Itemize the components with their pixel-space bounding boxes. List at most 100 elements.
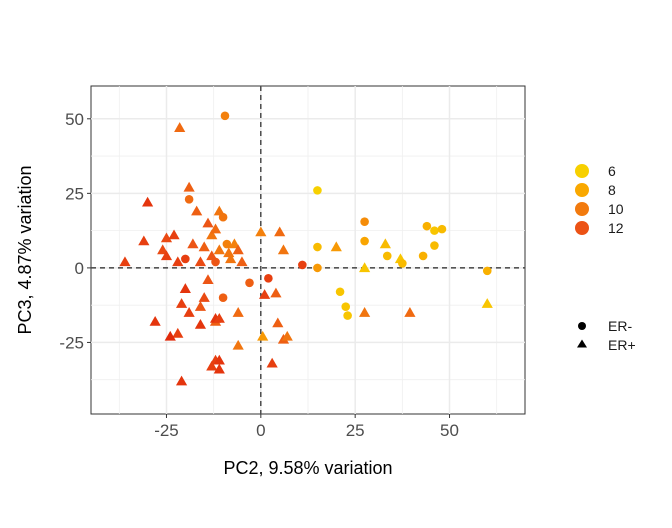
point-er-neg <box>360 236 369 246</box>
point-er-pos <box>142 196 154 207</box>
legend-color-label-10: 10 <box>608 201 624 217</box>
point-er-neg <box>382 251 392 261</box>
point-er-pos <box>257 330 269 341</box>
point-er-pos <box>138 235 150 246</box>
point-er-pos <box>160 232 173 243</box>
point-er-pos <box>198 292 210 302</box>
point-er-neg <box>220 111 230 121</box>
point-er-pos <box>119 256 131 267</box>
point-er-pos <box>168 229 180 240</box>
x-tick-label: -25 <box>154 421 179 440</box>
point-er-neg <box>437 224 447 234</box>
y-tick-label: 50 <box>65 110 84 129</box>
point-er-pos <box>225 253 237 264</box>
y-tick-label: 25 <box>65 184 84 203</box>
point-er-neg <box>218 293 228 303</box>
point-er-pos <box>270 287 282 298</box>
x-tick-label: 0 <box>256 421 265 440</box>
point-er-pos <box>149 315 161 326</box>
point-er-pos <box>179 283 191 293</box>
data-points <box>119 111 493 386</box>
point-er-neg <box>313 186 322 195</box>
legend-color-label-6: 6 <box>608 163 616 179</box>
point-er-pos <box>194 318 207 329</box>
point-er-neg <box>430 241 439 250</box>
point-er-neg <box>430 226 439 235</box>
point-er-pos <box>259 289 271 299</box>
point-er-neg <box>418 251 428 261</box>
point-er-pos <box>274 226 286 237</box>
point-er-pos <box>213 312 225 323</box>
legend-color-swatch-8 <box>575 183 589 197</box>
legend-circle-icon <box>578 322 586 330</box>
point-er-pos <box>191 205 203 216</box>
point-er-pos <box>172 256 184 267</box>
point-er-neg <box>341 302 351 311</box>
y-axis-ticks: -25 0 25 50 <box>59 110 91 352</box>
y-tick-label: -25 <box>59 333 84 352</box>
point-er-neg <box>313 242 322 252</box>
legend-color-swatch-6 <box>575 164 589 178</box>
point-er-pos <box>228 238 241 249</box>
legend-shape-label-er-neg: ER- <box>608 318 632 334</box>
legend-color-label-12: 12 <box>608 220 624 236</box>
reference-lines <box>91 86 525 414</box>
legend-color-label-8: 8 <box>608 182 616 198</box>
point-er-pos <box>223 247 235 258</box>
point-er-pos <box>194 301 207 311</box>
point-er-neg <box>422 221 432 231</box>
point-er-pos <box>255 226 267 237</box>
x-tick-label: 25 <box>346 421 365 440</box>
point-er-pos <box>272 317 284 328</box>
point-er-neg <box>398 259 407 268</box>
point-er-pos <box>183 181 195 192</box>
point-er-pos <box>281 330 293 341</box>
point-er-pos <box>359 307 371 317</box>
point-er-pos <box>174 122 186 132</box>
legend-color-swatch-12 <box>575 221 589 235</box>
x-axis-ticks: -25 0 25 50 <box>154 414 459 440</box>
point-er-pos <box>232 307 244 317</box>
point-er-neg <box>181 254 190 264</box>
point-er-pos <box>206 250 218 261</box>
point-er-pos <box>206 360 218 371</box>
point-er-pos <box>213 354 225 365</box>
point-er-pos <box>481 298 493 308</box>
point-er-pos <box>175 298 188 308</box>
point-er-pos <box>232 339 244 350</box>
point-er-pos <box>187 238 199 249</box>
point-er-neg <box>218 212 228 222</box>
point-er-pos <box>164 330 176 341</box>
point-er-pos <box>202 217 214 228</box>
point-er-pos <box>213 363 225 374</box>
point-er-pos <box>277 244 290 255</box>
point-er-pos <box>232 244 244 255</box>
point-er-neg <box>184 195 194 204</box>
point-er-neg <box>335 287 345 297</box>
y-axis-title: PC3, 4.87% variation <box>15 165 35 334</box>
legend-shape-label-er-pos: ER+ <box>608 337 636 353</box>
point-er-pos <box>194 256 207 267</box>
point-er-neg <box>264 274 273 283</box>
x-tick-label: 50 <box>440 421 459 440</box>
point-er-pos <box>213 244 225 255</box>
point-er-neg <box>211 257 220 267</box>
legend-triangle-icon <box>577 339 587 348</box>
point-er-pos <box>183 307 195 317</box>
point-er-pos <box>404 307 416 317</box>
gridlines <box>91 86 525 414</box>
point-er-pos <box>157 244 169 255</box>
point-er-pos <box>236 256 248 267</box>
point-er-pos <box>209 223 222 234</box>
point-er-pos <box>266 357 278 368</box>
point-er-pos <box>359 262 371 273</box>
point-er-pos <box>379 238 391 249</box>
point-er-pos <box>172 327 184 338</box>
point-er-pos <box>202 274 214 285</box>
point-er-pos <box>160 250 173 261</box>
point-er-pos <box>206 229 218 240</box>
point-er-neg <box>222 239 232 249</box>
point-er-pos <box>198 241 210 252</box>
point-er-pos <box>213 205 225 216</box>
